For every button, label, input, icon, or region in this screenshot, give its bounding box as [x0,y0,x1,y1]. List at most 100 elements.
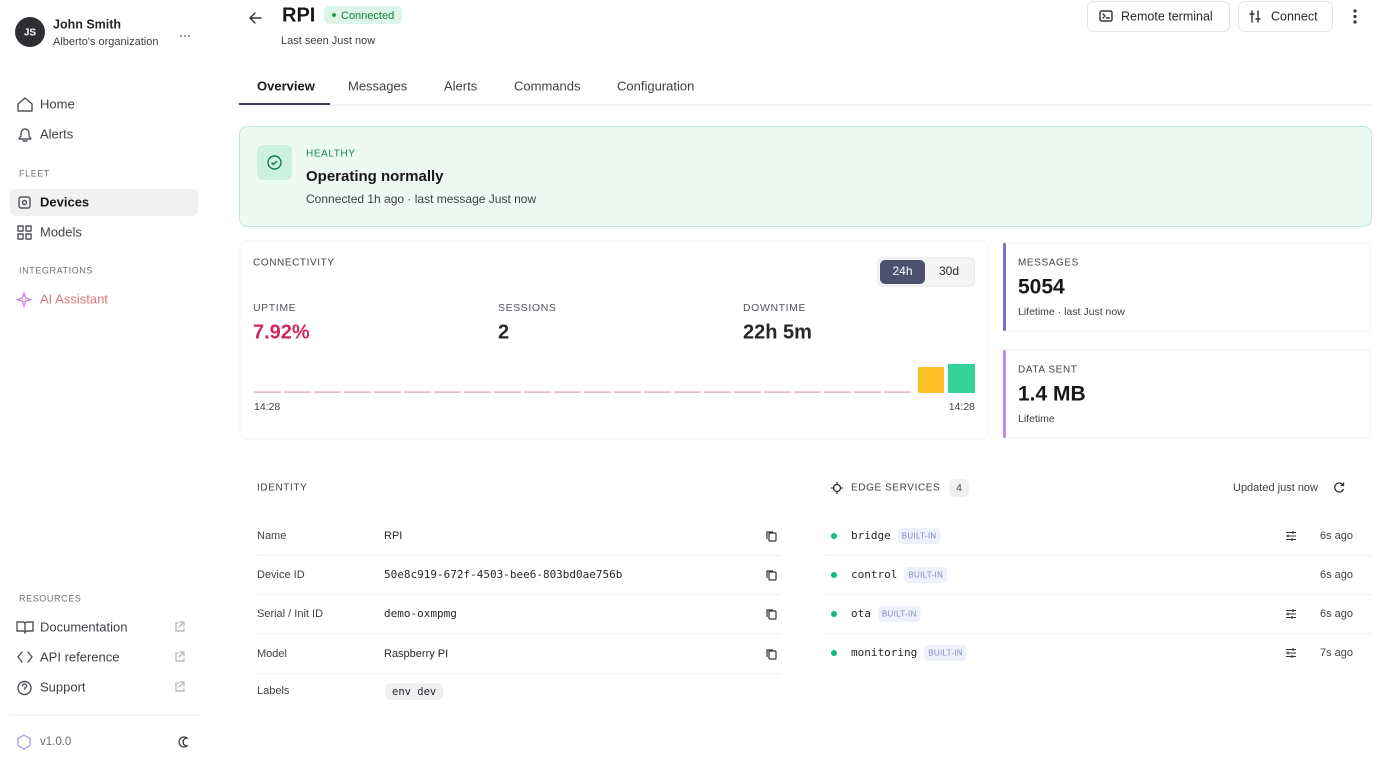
timeline-down [884,391,911,393]
copy-button[interactable] [766,649,777,660]
range-active [880,260,925,284]
row-value: Raspberry PI [384,648,448,660]
user-menu[interactable] [180,35,190,37]
timeline-down [854,391,881,393]
timeline-down [464,391,491,393]
nav-label: Documentation [40,619,127,634]
status-badge [324,6,402,24]
copy-icon [768,610,777,620]
timeline-down [434,391,461,393]
row-value: demo-oxmpmg [384,607,457,620]
timeline-down [374,391,401,393]
copy-icon [766,570,773,578]
service-settings[interactable] [1286,531,1296,541]
service-settings[interactable] [1286,648,1296,658]
nav-support[interactable]: Support [17,679,185,696]
service-badge [877,606,921,622]
metric-label: MESSAGES [1018,258,1079,269]
refresh-button[interactable] [1334,482,1345,493]
version: v1.0.0 [40,736,71,748]
health-banner: HEALTHY Operating normally Connected 1h … [239,126,1372,227]
last-seen: Last seen Just now [281,35,375,47]
service-settings[interactable] [1286,609,1296,619]
row-value: 50e8c919-672f-4503-bee6-803bd0ae756b [384,568,622,581]
section-title: INTEGRATIONS [19,265,93,275]
tag-text: env dev [392,686,436,698]
service-time: 6s ago [1320,608,1353,620]
card-title: CONNECTIVITY [253,258,335,269]
health-icon [267,155,282,170]
range-option[interactable]: 30d [939,264,959,278]
copy-button[interactable] [766,570,777,581]
edge-icon [832,483,842,493]
section-title: RESOURCES [19,593,81,603]
row-label: Device ID [257,569,305,581]
service-name: control [851,568,897,581]
connect-button[interactable]: Connect [1238,1,1333,32]
metric-note: Lifetime [1018,413,1055,425]
timeline-down [674,391,701,393]
tag [385,683,444,700]
nav-documentation[interactable]: Documentation [16,619,185,634]
copy-icon [768,532,777,542]
timeline-partial [918,367,944,393]
timeline-down [734,391,761,393]
status-text: Connected [341,10,394,22]
metric-note: Lifetime · last Just now [1018,306,1125,318]
service-badge [904,567,948,583]
timeline-down [524,391,551,393]
back-button[interactable] [249,12,262,24]
updated: Updated just now [1233,482,1318,494]
copy-button[interactable] [766,531,777,542]
card-title: IDENTITY [257,483,307,494]
card-title: EDGE SERVICES [851,483,940,494]
status-dot [831,611,837,617]
nav-alerts[interactable]: Alerts [18,126,74,142]
tab[interactable]: Configuration [617,78,694,93]
identity-card: IDENTITY Labels Name RPI Device ID 50e8c919… [257,483,781,700]
copy-icon [768,571,777,581]
metric-value: 1.4 MB [1018,383,1086,406]
service-badge-text: BUILT-IN [908,571,943,580]
connectivity-card: CONNECTIVITY 24h 30d UPTIME 7.92% SESSIO… [239,240,989,440]
status-dot [831,533,837,539]
nav-label: Devices [40,194,89,209]
row-value: RPI [384,530,402,542]
settings-icon [1286,531,1296,541]
status-dot [332,13,336,17]
copy-button[interactable] [766,609,777,620]
timeline-down [254,391,281,393]
edge-icon-rays [831,482,843,494]
nav-models[interactable]: Models [17,224,82,240]
nav-home[interactable]: Home [17,96,75,112]
timeline-down [284,391,311,393]
range-option[interactable]: 24h [892,264,912,278]
theme-toggle[interactable] [178,736,189,748]
logo [17,734,31,750]
health-title: Operating normally [306,168,444,185]
metric-card: DATA SENT 1.4 MB Lifetime [1003,349,1371,439]
nav-ai-assistant[interactable]: AI Assistant [15,290,108,309]
timeline-down [404,391,431,393]
stat-value: 7.92% [253,321,310,343]
timeline-down [644,391,671,393]
service-badge-text: BUILT-IN [902,532,937,541]
health-detail: Connected 1h ago · last message Just now [306,192,536,206]
tab[interactable]: Overview [257,78,316,93]
remote-terminal-button[interactable]: Remote terminal [1087,1,1230,32]
tab[interactable]: Alerts [444,78,478,93]
health-check [271,160,278,166]
metric-value: 5054 [1018,276,1065,299]
tab[interactable]: Commands [514,78,581,93]
tab[interactable]: Messages [348,78,408,93]
nav-label: Alerts [40,126,74,141]
service-time: 6s ago [1320,530,1353,542]
nav-label: Home [40,96,75,111]
avatar[interactable] [15,17,45,47]
user-name: John Smith [53,17,121,31]
timeline-end: 14:28 [949,401,975,413]
nav-devices[interactable]: Devices [18,194,89,209]
service-name: bridge [851,529,891,542]
more-menu[interactable] [1353,9,1357,24]
nav-api-reference[interactable]: API reference [17,649,185,664]
